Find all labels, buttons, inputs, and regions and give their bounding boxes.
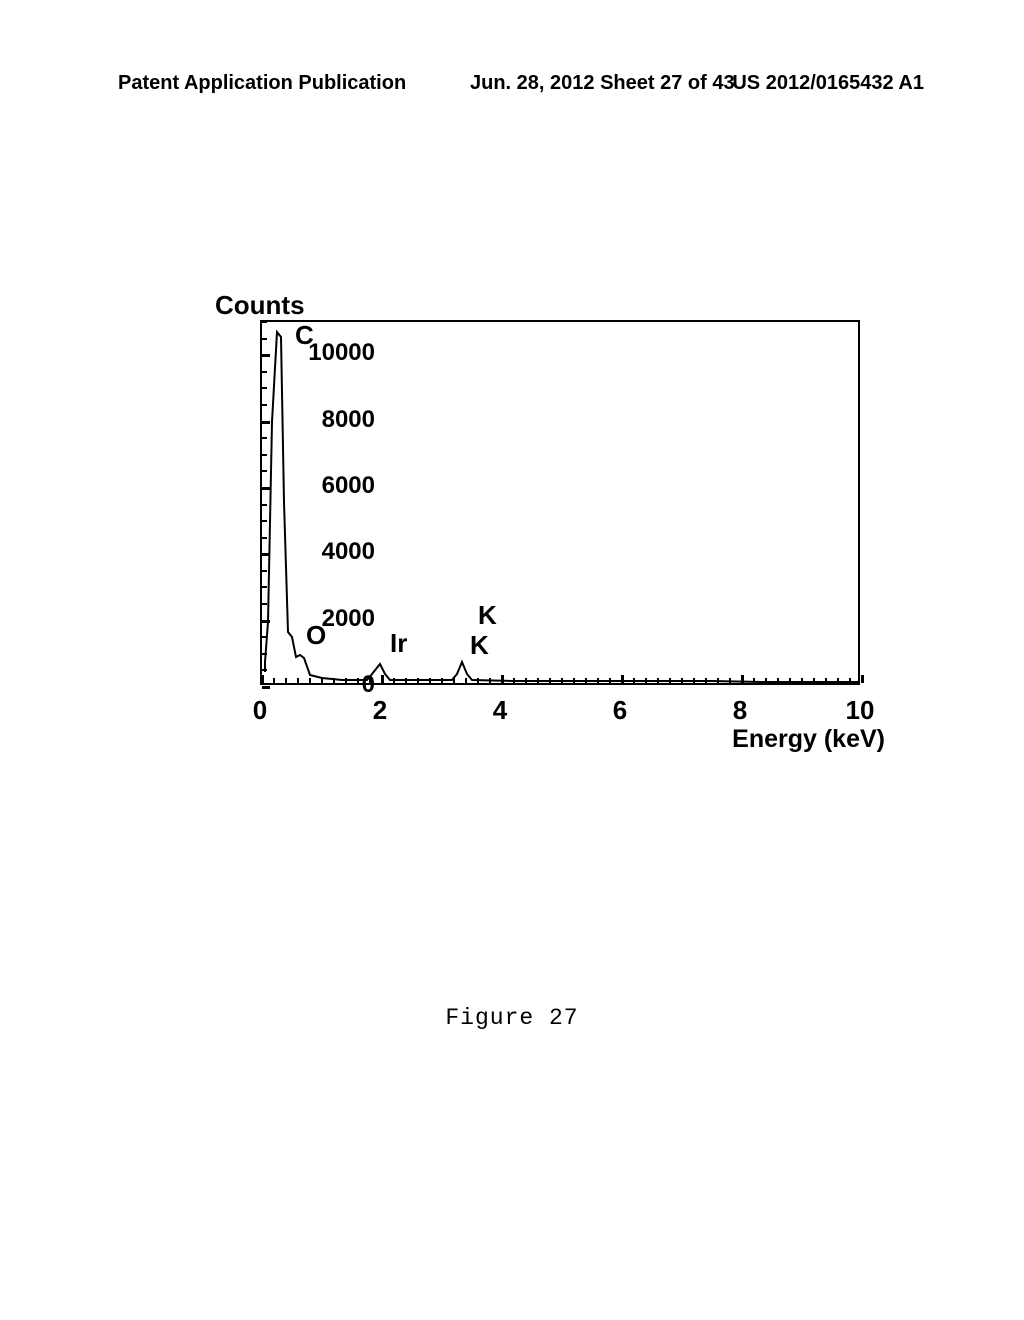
peak-label-o: O — [306, 620, 326, 651]
y-axis-title: Counts — [215, 290, 305, 321]
x-axis-title: Energy (keV) — [732, 725, 885, 754]
y-tick-label: 8000 — [322, 406, 375, 434]
y-tick-label: 4000 — [322, 538, 375, 566]
x-tick-label: 0 — [253, 695, 267, 726]
peak-label-ir: Ir — [390, 628, 407, 659]
eds-spectrum-chart: Counts 0200040006000800010000 0246810 CO… — [155, 290, 885, 750]
y-tick-label: 10000 — [308, 339, 375, 367]
figure-caption: Figure 27 — [0, 1005, 1024, 1031]
x-tick-label: 4 — [493, 695, 507, 726]
header-pub-number: US 2012/0165432 A1 — [732, 72, 924, 95]
header-date-sheet: Jun. 28, 2012 Sheet 27 of 43 — [470, 72, 735, 95]
peak-label-k: K — [478, 600, 497, 631]
header-publication: Patent Application Publication — [118, 72, 406, 95]
peak-label-c: C — [295, 320, 314, 351]
y-tick-label: 6000 — [322, 472, 375, 500]
x-tick-label: 10 — [846, 695, 875, 726]
peak-label-k: K — [470, 630, 489, 661]
x-tick-label: 8 — [733, 695, 747, 726]
y-tick-label: 2000 — [322, 605, 375, 633]
x-tick-label: 2 — [373, 695, 387, 726]
x-tick-label: 6 — [613, 695, 627, 726]
